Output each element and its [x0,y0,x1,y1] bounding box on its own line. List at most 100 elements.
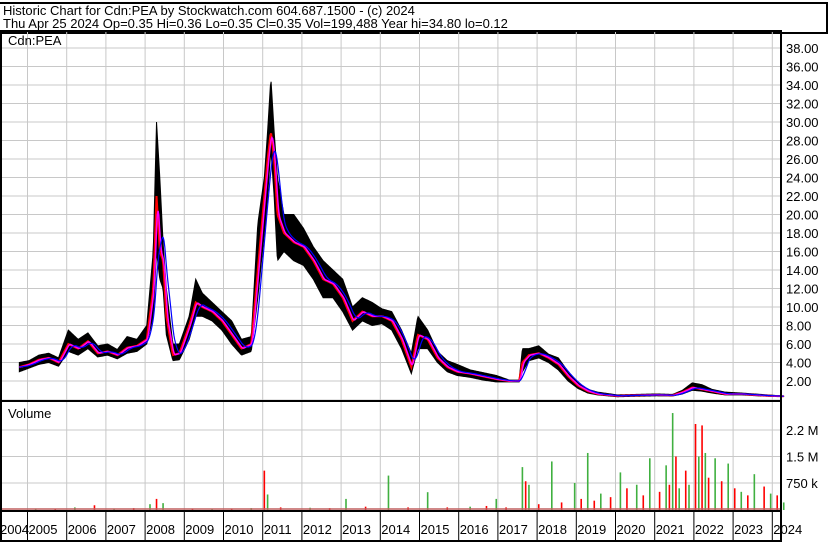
price-tick-label: 38.00 [786,41,819,56]
volume-panel [0,413,785,510]
price-tick-label: 10.00 [786,300,819,315]
volume-bar [626,488,628,510]
price-tick-label: 12.00 [786,282,819,297]
year-label: 2021 [656,522,685,537]
header-title: Historic Chart for Cdn:PEA by Stockwatch… [3,3,415,18]
volume-bar [619,472,622,510]
price-tick-label: 34.00 [786,78,819,93]
year-label: 2017 [499,522,528,537]
year-label: 2007 [107,522,136,537]
volume-bar [524,481,527,510]
year-label: 2013 [342,522,371,537]
year-label: 2006 [68,522,97,537]
volume-bar [782,502,785,510]
year-label: 2020 [617,522,646,537]
close-line [19,133,784,398]
price-tick-label: 20.00 [786,208,819,223]
volume-bar [560,502,563,510]
volume-bar [387,475,390,510]
volume-bar [521,467,524,510]
volume-bar [698,456,700,510]
volume-bar [675,456,677,510]
volume-bar [763,486,765,510]
volume-bar [678,488,680,510]
volume-tick-label: 2.2 M [786,423,819,438]
year-label: 2024 [773,522,802,537]
price-tick-label: 2.00 [786,374,811,389]
price-range-bars [18,81,785,398]
moving-average-short [19,136,784,397]
volume-bar [345,498,347,510]
volume-bar [600,493,602,510]
price-tick-label: 4.00 [786,356,811,371]
volume-bar [727,463,729,510]
volume-bar [776,495,778,510]
volume-bar [694,423,697,510]
volume-bar [149,504,151,510]
price-tick-label: 30.00 [786,115,819,130]
volume-bar [665,465,667,510]
header-quote: Thu Apr 25 2024 Op=0.35 Hi=0.36 Lo=0.35 … [3,16,508,31]
volume-bar [155,498,158,510]
volume-bar [733,488,736,510]
volume-bar [642,495,645,510]
price-panel [18,81,785,398]
year-label: 2004 [0,522,29,537]
year-label: 2005 [29,522,58,537]
moving-average-long [19,150,784,397]
volume-bar [649,458,651,510]
volume-bar [485,505,488,510]
year-label: 2009 [185,522,214,537]
volume-bar [495,498,498,510]
year-label: 2012 [303,522,332,537]
price-tick-label: 16.00 [786,245,819,260]
volume-bar [551,461,553,510]
volume-bar [747,495,749,510]
year-label: 2015 [421,522,450,537]
volume-bar [586,452,589,510]
volume-bar [769,493,772,510]
volume-bar [266,494,269,510]
volume-bar [740,491,743,510]
volume-bar [720,481,723,510]
volume-tick-label: 1.5 M [786,450,819,465]
price-tick-label: 28.00 [786,134,819,149]
chart-header: Historic Chart for Cdn:PEA by Stockwatch… [0,2,828,34]
volume-bar [701,425,703,510]
volume-bar [528,484,530,510]
price-tick-label: 22.00 [786,189,819,204]
volume-bar [684,470,687,510]
year-label: 2010 [225,522,254,537]
year-label: 2011 [264,522,292,537]
volume-bar [668,484,671,510]
year-label: 2019 [577,522,606,537]
volume-bar [658,491,661,510]
year-label: 2008 [146,522,175,537]
axes: 2004 2005 2006 2007 2008 2009 2010 2011 2012 2013… [0,30,819,542]
price-tick-label: 24.00 [786,171,819,186]
price-tick-label: 26.00 [786,152,819,167]
symbol-label: Cdn:PEA [8,33,62,48]
volume-bar [704,452,707,510]
price-tick-label: 6.00 [786,337,811,352]
volume-bar [707,477,710,510]
volume-bar [753,474,756,510]
year-label: 2014 [381,522,410,537]
volume-tick-label: 750 k [786,476,818,491]
volume-bar [537,504,540,510]
price-tick-label: 36.00 [786,60,819,75]
year-label: 2018 [538,522,567,537]
grid [0,32,781,510]
year-label: 2023 [734,522,763,537]
volume-bar [162,503,164,510]
year-label: 2016 [460,522,489,537]
price-tick-label: 32.00 [786,97,819,112]
volume-bar [671,413,674,510]
volume-bar [688,484,690,510]
volume-bar [635,484,638,510]
volume-bar [593,500,596,510]
volume-bar [426,492,429,510]
chart-frame [0,30,782,542]
year-label: 2022 [695,522,724,537]
